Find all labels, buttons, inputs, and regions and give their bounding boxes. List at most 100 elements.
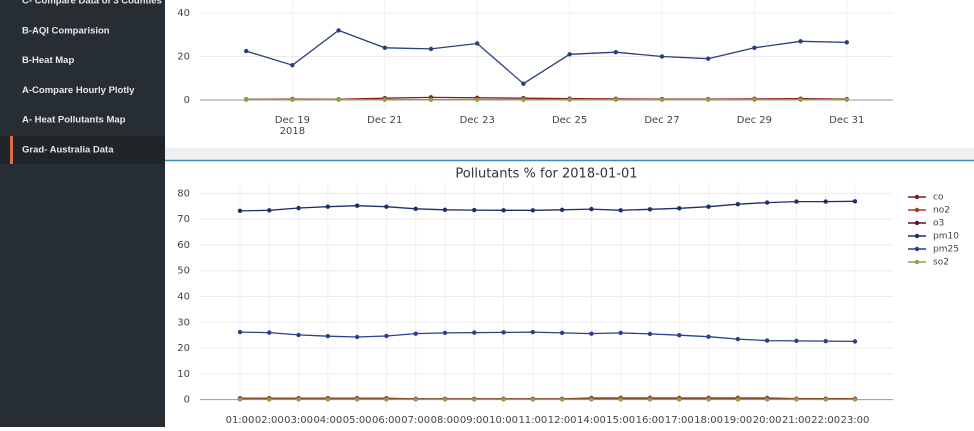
legend-marker xyxy=(915,195,919,199)
x-tick-label: 15:00 xyxy=(606,415,635,426)
point xyxy=(589,207,593,211)
legend-label[interactable]: co xyxy=(933,193,944,203)
point xyxy=(384,334,388,338)
legend-marker xyxy=(915,234,919,238)
point xyxy=(521,98,525,102)
point xyxy=(296,333,300,337)
x-tick-label: Dec 25 xyxy=(552,115,587,126)
x-tick-label: 21:00 xyxy=(782,415,811,426)
point xyxy=(619,208,623,212)
point xyxy=(752,98,756,102)
point xyxy=(521,81,525,85)
point xyxy=(238,330,242,334)
nav-item[interactable]: A- Heat Pollutants Map xyxy=(22,115,126,126)
legend-label[interactable]: o3 xyxy=(933,219,944,229)
point xyxy=(560,397,564,401)
point xyxy=(648,207,652,211)
point xyxy=(355,397,359,401)
x-tick-label: 07:00 xyxy=(401,415,430,426)
point xyxy=(531,397,535,401)
legend-label[interactable]: pm25 xyxy=(933,245,959,255)
point xyxy=(589,397,593,401)
point xyxy=(383,46,387,50)
legend-label[interactable]: so2 xyxy=(933,258,949,268)
point xyxy=(267,330,271,334)
point xyxy=(472,397,476,401)
x-tick-label: 19:00 xyxy=(723,415,752,426)
nav-item[interactable]: B-AQI Comparision xyxy=(22,25,110,36)
point xyxy=(660,98,664,102)
point xyxy=(677,333,681,337)
point xyxy=(660,54,664,58)
point xyxy=(765,338,769,342)
point xyxy=(383,98,387,102)
point xyxy=(648,332,652,336)
nav-item[interactable]: A-Compare Hourly Plotly xyxy=(22,85,135,96)
point xyxy=(567,52,571,56)
x-year-label: 2018 xyxy=(280,126,305,137)
point xyxy=(853,397,857,401)
x-tick-label: 16:00 xyxy=(636,415,665,426)
point xyxy=(472,330,476,334)
y-tick-label: 60 xyxy=(177,240,190,251)
legend-label[interactable]: no2 xyxy=(933,206,950,216)
point xyxy=(531,330,535,334)
x-tick-label: 20:00 xyxy=(753,415,782,426)
point xyxy=(853,199,857,203)
point xyxy=(244,49,248,53)
point xyxy=(244,98,248,102)
y-tick-label: 40 xyxy=(177,8,190,19)
point xyxy=(614,50,618,54)
point xyxy=(765,397,769,401)
point xyxy=(765,200,769,204)
nav-label: A-Compare Hourly Plotly xyxy=(22,85,135,96)
x-tick-label: Dec 31 xyxy=(829,115,864,126)
x-tick-label: Dec 23 xyxy=(460,115,495,126)
point xyxy=(531,208,535,212)
x-tick-label: 06:00 xyxy=(372,415,401,426)
point xyxy=(472,208,476,212)
point xyxy=(619,331,623,335)
point xyxy=(238,397,242,401)
point xyxy=(414,397,418,401)
point xyxy=(336,28,340,32)
point xyxy=(794,339,798,343)
x-tick-label: 10:00 xyxy=(489,415,518,426)
point xyxy=(501,208,505,212)
point xyxy=(475,41,479,45)
legend-label[interactable]: pm10 xyxy=(933,232,959,242)
point xyxy=(238,209,242,213)
point xyxy=(267,397,271,401)
y-tick-label: 80 xyxy=(177,188,190,199)
y-tick-label: 70 xyxy=(177,214,190,225)
x-tick-label: 12:00 xyxy=(548,415,577,426)
x-tick-label: 01:00 xyxy=(226,415,255,426)
nav-item[interactable]: Grad- Australia Data xyxy=(0,136,165,164)
y-tick-label: 20 xyxy=(177,343,190,354)
x-tick-label: Dec 29 xyxy=(737,115,772,126)
nav-label: A- Heat Pollutants Map xyxy=(22,115,126,126)
x-tick-label: 14:00 xyxy=(577,415,606,426)
point xyxy=(845,40,849,44)
legend-marker xyxy=(915,221,919,225)
chart-title: Pollutants % for 2018-01-01 xyxy=(455,167,637,182)
point xyxy=(414,331,418,335)
point xyxy=(475,98,479,102)
nav-label: C- Compare Data of 3 Counties xyxy=(22,0,162,7)
nav-item[interactable]: C- Compare Data of 3 Counties xyxy=(22,0,162,7)
point xyxy=(614,98,618,102)
nav-label: Grad- Australia Data xyxy=(22,145,114,156)
x-tick-label: 17:00 xyxy=(665,415,694,426)
point xyxy=(736,202,740,206)
point xyxy=(706,335,710,339)
point xyxy=(706,56,710,60)
point xyxy=(567,98,571,102)
point xyxy=(824,199,828,203)
y-tick-label: 0 xyxy=(184,95,190,106)
x-tick-label: 02:00 xyxy=(255,415,284,426)
nav-item[interactable]: B-Heat Map xyxy=(22,55,74,66)
point xyxy=(296,206,300,210)
x-tick-label: 22:00 xyxy=(811,415,840,426)
legend-marker xyxy=(915,260,919,264)
